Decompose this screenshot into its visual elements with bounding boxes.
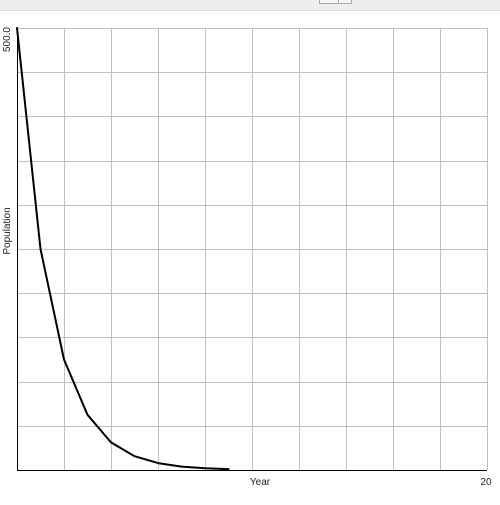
x-axis-title: Year <box>250 477 271 488</box>
y-axis-title: Population <box>2 207 13 254</box>
chart-grid <box>17 28 488 470</box>
x-tick-label: 20 <box>480 477 492 488</box>
chart-labels: 500.0 20 Year Population <box>2 27 492 488</box>
y-tick-label: 500.0 <box>2 27 13 52</box>
series-line-0 <box>17 28 229 469</box>
chart-series <box>17 28 229 469</box>
